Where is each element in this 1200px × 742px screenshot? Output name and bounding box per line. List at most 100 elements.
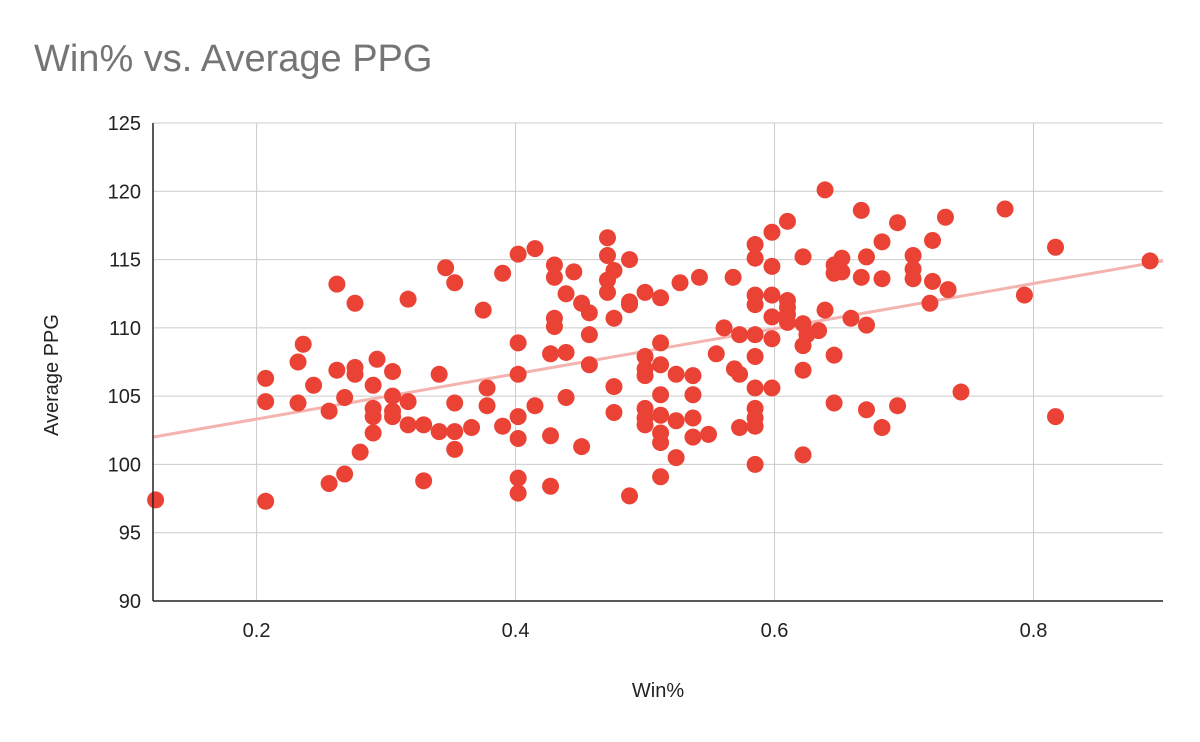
data-point bbox=[557, 389, 575, 407]
data-point bbox=[542, 345, 560, 363]
data-point bbox=[904, 260, 922, 278]
data-point bbox=[636, 348, 654, 366]
y-tick-label: 100 bbox=[108, 454, 141, 476]
data-point bbox=[939, 281, 957, 299]
data-point bbox=[328, 275, 346, 293]
data-point bbox=[289, 394, 307, 412]
data-point bbox=[399, 393, 417, 411]
data-point bbox=[605, 378, 623, 396]
data-point bbox=[667, 449, 685, 467]
data-point bbox=[545, 256, 563, 274]
data-point bbox=[833, 249, 851, 267]
data-point bbox=[652, 424, 670, 442]
data-point bbox=[684, 428, 702, 446]
data-point bbox=[364, 376, 382, 394]
data-point bbox=[731, 419, 749, 437]
data-point bbox=[437, 259, 455, 277]
data-point bbox=[599, 246, 616, 264]
chart-title: Win% vs. Average PPG bbox=[34, 38, 433, 80]
data-point bbox=[599, 229, 616, 247]
data-point bbox=[1047, 238, 1065, 256]
data-point bbox=[557, 285, 575, 303]
data-point bbox=[1015, 286, 1033, 304]
data-points bbox=[147, 181, 1159, 510]
data-point bbox=[364, 424, 382, 442]
data-point bbox=[509, 334, 527, 352]
data-point bbox=[346, 294, 364, 312]
data-point bbox=[320, 402, 338, 420]
data-point bbox=[763, 308, 781, 326]
data-point bbox=[463, 419, 481, 437]
data-point bbox=[509, 469, 527, 487]
data-point bbox=[952, 383, 970, 401]
tick-labels: 90 95 100 105 110 115 120 125 0.2 0.4 0.6 0.8 bbox=[108, 113, 1048, 642]
x-tick-label: 0.4 bbox=[502, 620, 530, 642]
data-point bbox=[667, 365, 685, 383]
data-point bbox=[794, 446, 812, 464]
data-point bbox=[924, 231, 942, 249]
x-tick-label: 0.6 bbox=[761, 620, 789, 642]
data-point bbox=[652, 289, 670, 307]
data-point bbox=[351, 443, 369, 461]
data-point bbox=[842, 309, 860, 327]
data-point bbox=[778, 292, 796, 310]
data-point bbox=[746, 236, 764, 254]
data-point bbox=[384, 363, 402, 381]
data-point bbox=[794, 248, 812, 266]
data-point bbox=[667, 412, 685, 430]
data-point bbox=[746, 249, 764, 267]
data-point bbox=[399, 416, 417, 434]
data-point bbox=[1047, 408, 1065, 426]
data-point bbox=[690, 268, 708, 286]
data-point bbox=[707, 345, 725, 363]
data-point bbox=[763, 223, 781, 241]
data-point bbox=[430, 365, 448, 383]
data-point bbox=[825, 346, 843, 364]
data-point bbox=[565, 263, 583, 281]
data-point bbox=[509, 429, 527, 447]
data-point bbox=[924, 272, 942, 290]
data-point bbox=[415, 416, 433, 434]
data-point bbox=[580, 304, 598, 322]
data-point bbox=[671, 274, 689, 292]
data-point bbox=[904, 246, 922, 264]
data-point bbox=[305, 376, 323, 394]
data-point bbox=[430, 423, 448, 441]
data-point bbox=[652, 356, 670, 374]
data-point bbox=[474, 301, 492, 319]
data-point bbox=[652, 468, 670, 486]
data-point bbox=[573, 438, 591, 456]
data-point bbox=[446, 394, 464, 412]
data-point bbox=[746, 399, 764, 417]
data-point bbox=[526, 240, 544, 258]
data-point bbox=[873, 233, 891, 251]
y-tick-label: 90 bbox=[119, 591, 141, 613]
data-point bbox=[346, 358, 364, 376]
data-point bbox=[368, 350, 386, 368]
data-point bbox=[778, 212, 796, 230]
data-point bbox=[936, 208, 954, 226]
axes bbox=[152, 123, 1163, 602]
data-point bbox=[509, 408, 527, 426]
data-point bbox=[384, 402, 402, 420]
data-point bbox=[763, 330, 781, 348]
data-point bbox=[746, 286, 764, 304]
data-point bbox=[399, 290, 417, 308]
data-point bbox=[684, 386, 702, 404]
data-point bbox=[889, 397, 907, 415]
data-point bbox=[825, 394, 843, 412]
data-point bbox=[746, 326, 764, 344]
data-point bbox=[816, 181, 834, 199]
data-point bbox=[147, 491, 165, 509]
data-point bbox=[636, 360, 654, 378]
data-point bbox=[294, 335, 312, 353]
data-point bbox=[494, 264, 512, 282]
data-point bbox=[605, 261, 623, 279]
data-point bbox=[636, 283, 654, 301]
data-point bbox=[684, 409, 702, 427]
data-point bbox=[328, 361, 346, 379]
data-point bbox=[336, 465, 354, 483]
data-point bbox=[810, 322, 828, 340]
data-point bbox=[545, 309, 563, 327]
